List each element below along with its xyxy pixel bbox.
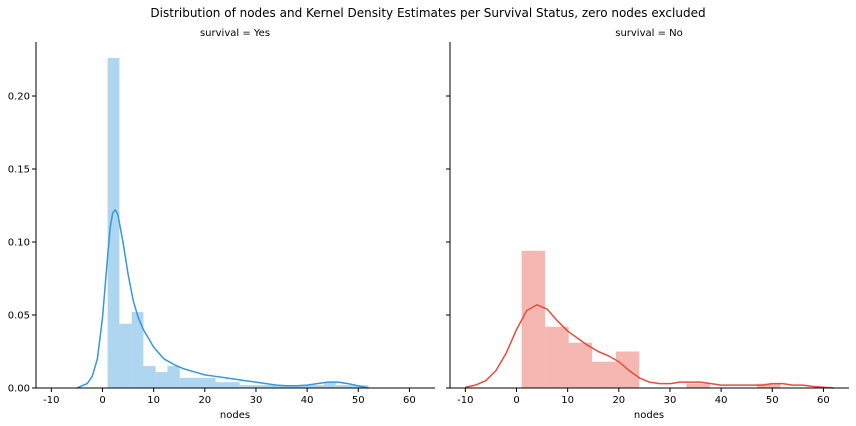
- histogram-bar-no: [545, 326, 569, 388]
- x-tick-label: 30: [250, 395, 263, 406]
- kde-line-no: [465, 304, 834, 389]
- histogram-bar-yes: [191, 377, 204, 388]
- x-tick-label: 20: [612, 395, 625, 406]
- histogram-bar-yes: [131, 312, 144, 388]
- y-tick-label: 0.05: [8, 311, 30, 322]
- x-tick-label: 50: [352, 395, 365, 406]
- histogram-bar-yes: [143, 366, 156, 388]
- histogram-bar-no: [568, 342, 593, 388]
- panel-title-yes: survival = Yes: [200, 28, 270, 39]
- y-tick-label: 0.00: [8, 384, 30, 395]
- xlabel-no: nodes: [634, 410, 664, 421]
- x-tick-label: -10: [43, 395, 59, 406]
- histogram-bar-yes: [323, 382, 336, 388]
- x-tick-label: 40: [301, 395, 314, 406]
- histogram-bar-yes: [348, 385, 360, 388]
- histogram-bar-no: [521, 250, 546, 388]
- histogram-bar-yes: [299, 385, 312, 388]
- histogram-bar-yes: [119, 323, 132, 388]
- histogram-bar-no: [686, 383, 710, 388]
- panel-survival-yes: survival = Yes nodes -10 0 10 20 30 40 50 60 0.0…: [8, 28, 435, 421]
- y-tick-label: 0.20: [8, 92, 30, 103]
- x-tick-label: 0: [99, 395, 105, 406]
- x-tick-label: 30: [664, 395, 677, 406]
- histogram-bar-yes: [275, 385, 288, 388]
- histogram-bar-yes: [251, 385, 264, 388]
- x-tick-label: 0: [513, 395, 519, 406]
- histogram-bar-yes: [239, 385, 252, 388]
- xlabel-yes: nodes: [220, 410, 250, 421]
- histogram-bar-yes: [107, 58, 120, 388]
- x-tick-label: 50: [766, 395, 779, 406]
- histogram-bar-yes: [215, 382, 228, 388]
- histogram-bar-yes: [227, 382, 240, 388]
- histogram-bar-yes: [203, 377, 216, 388]
- x-tick-label: 10: [561, 395, 574, 406]
- figure-suptitle: Distribution of nodes and Kernel Density…: [150, 6, 705, 20]
- panel-survival-no: survival = No nodes -10 0 10 20 30 40 50 60: [446, 28, 849, 421]
- histogram-bar-yes: [335, 385, 349, 388]
- x-tick-label: -10: [457, 395, 473, 406]
- x-tick-label: 20: [198, 395, 211, 406]
- y-tick-label: 0.10: [8, 238, 30, 249]
- panel-title-no: survival = No: [615, 28, 683, 39]
- x-tick-label: 60: [403, 395, 416, 406]
- x-tick-label: 60: [817, 395, 830, 406]
- y-tick-label: 0.15: [8, 165, 30, 176]
- histogram-bar-yes: [155, 371, 168, 388]
- histogram-bar-yes: [311, 385, 324, 388]
- histogram-bar-no: [756, 383, 781, 388]
- histogram-bar-no: [592, 361, 616, 388]
- x-tick-label: 40: [715, 395, 728, 406]
- histogram-bar-yes: [179, 377, 192, 388]
- x-tick-label: 10: [147, 395, 160, 406]
- kde-line-yes: [76, 209, 369, 389]
- histogram-bar-yes: [263, 385, 276, 388]
- histogram-bar-yes: [167, 366, 180, 388]
